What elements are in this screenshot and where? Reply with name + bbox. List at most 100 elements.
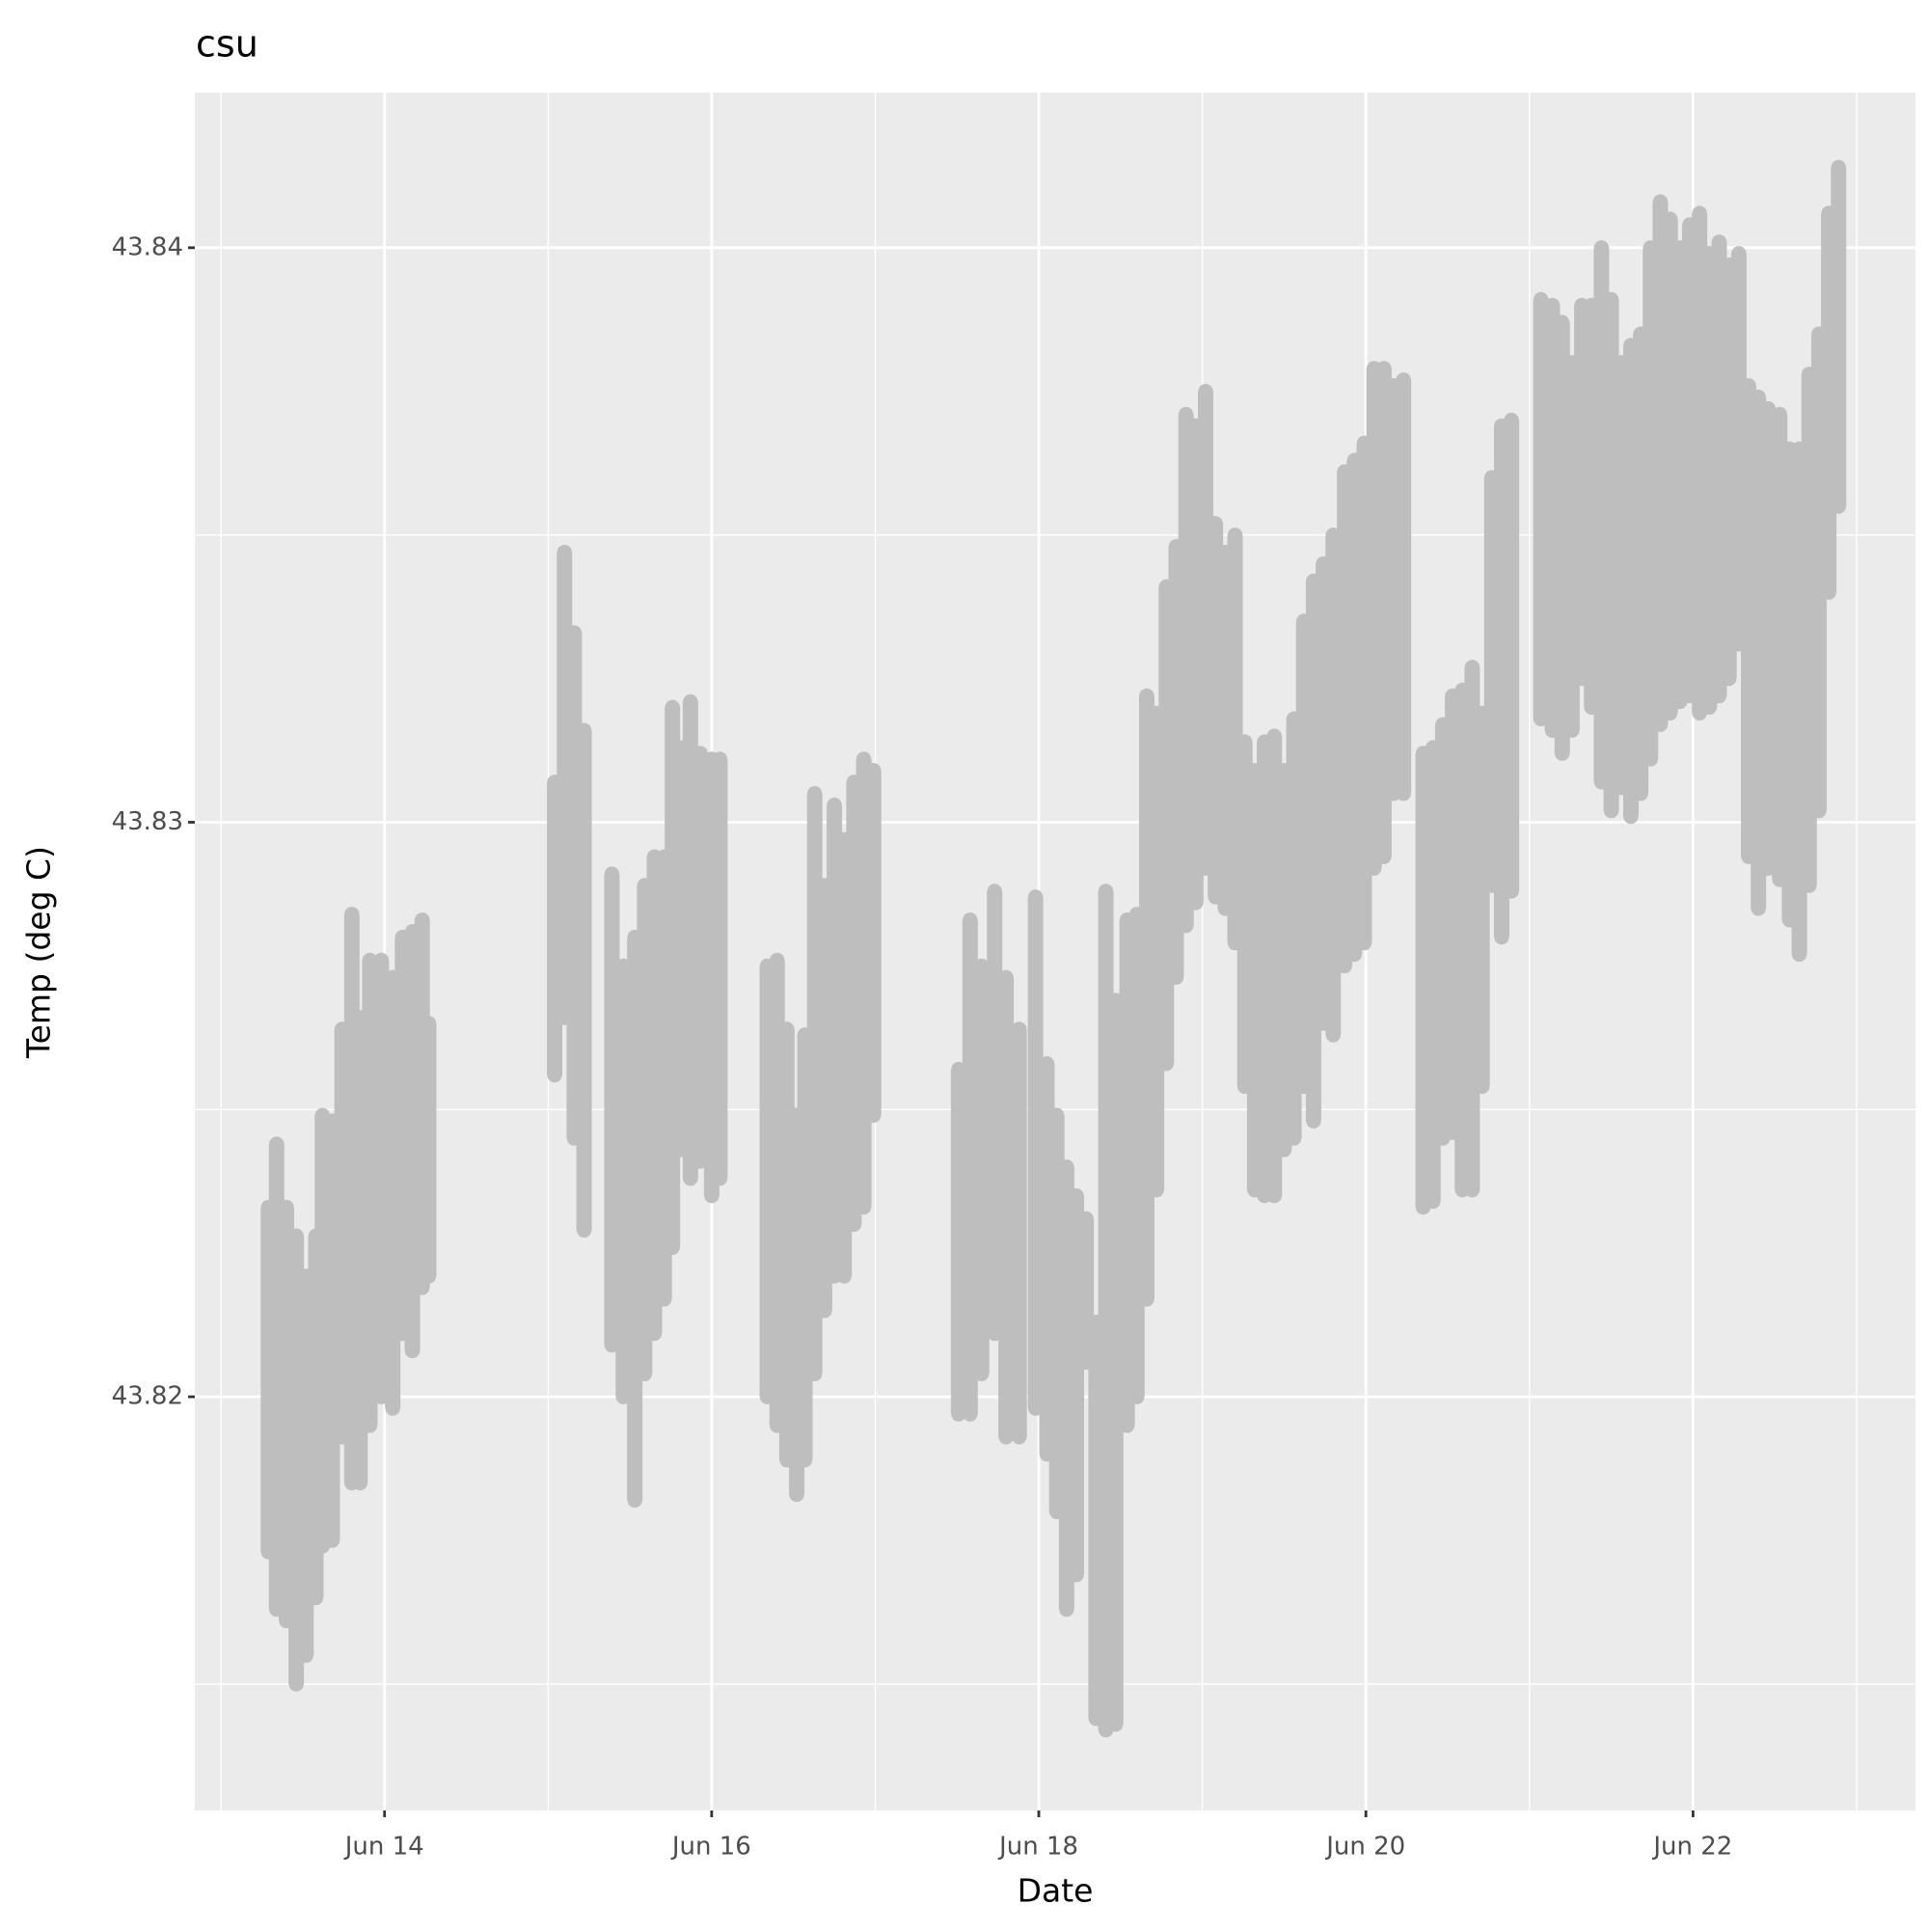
point: [770, 952, 785, 968]
point: [1346, 946, 1363, 963]
point: [1751, 901, 1766, 916]
point: [1168, 969, 1184, 986]
y-tick-label: 43.83: [112, 807, 183, 836]
point: [352, 1475, 367, 1491]
point: [308, 1590, 324, 1606]
point: [566, 625, 583, 640]
point: [987, 884, 1002, 899]
point: [1533, 711, 1549, 726]
point: [385, 1401, 400, 1416]
point: [344, 907, 360, 922]
point: [1069, 1567, 1084, 1583]
point: [362, 952, 378, 968]
point: [1741, 378, 1756, 394]
point: [415, 1280, 430, 1295]
point: [1027, 889, 1044, 905]
point: [1751, 389, 1766, 405]
point: [692, 746, 708, 761]
marks: [260, 159, 1847, 1738]
point: [1593, 240, 1610, 256]
point: [1376, 361, 1392, 376]
point: [683, 694, 698, 710]
point: [1011, 1429, 1027, 1445]
point: [1048, 1107, 1065, 1123]
point: [1337, 958, 1352, 974]
point: [1760, 400, 1777, 417]
point: [1158, 1055, 1175, 1072]
point: [1027, 1401, 1044, 1416]
point: [1802, 878, 1817, 893]
point: [1831, 159, 1846, 176]
point: [1208, 516, 1223, 531]
point: [637, 1366, 653, 1382]
point: [1178, 917, 1194, 934]
point: [1139, 1292, 1154, 1307]
point: [1603, 291, 1619, 308]
point: [1564, 722, 1580, 738]
point: [627, 1492, 642, 1509]
axes: 43.82 43.83 43.84 Jun 14 Jun 16 Jun 18 Jun 20 J…: [112, 232, 1733, 1861]
point: [1504, 412, 1519, 428]
point: [1701, 699, 1718, 716]
point: [288, 1228, 304, 1244]
point: [415, 912, 430, 928]
point: [1643, 751, 1658, 767]
point: [1633, 785, 1648, 802]
x-tick-label: Jun 18: [997, 1833, 1078, 1862]
point: [1464, 659, 1480, 675]
point: [987, 1325, 1002, 1342]
point: [298, 1647, 314, 1663]
point: [963, 912, 978, 928]
point: [846, 1216, 862, 1233]
point: [1623, 808, 1639, 825]
point: [288, 1676, 304, 1692]
point: [604, 866, 620, 882]
point: [665, 1239, 680, 1255]
point: [692, 1154, 708, 1169]
point: [1011, 1021, 1027, 1037]
point: [998, 1429, 1014, 1445]
point: [404, 1343, 421, 1359]
point: [362, 1418, 378, 1433]
point: [1396, 785, 1411, 802]
point: [973, 958, 990, 974]
point: [1119, 1418, 1135, 1433]
point: [421, 1268, 437, 1284]
point: [1376, 849, 1392, 864]
point: [973, 1366, 990, 1382]
point: [547, 1067, 562, 1083]
point: [665, 699, 680, 716]
point: [1306, 1113, 1321, 1129]
point: [1266, 728, 1282, 744]
point: [1286, 1130, 1302, 1146]
point: [807, 1366, 823, 1382]
point: [1760, 860, 1777, 876]
point: [1494, 929, 1509, 945]
point: [615, 1389, 632, 1404]
point: [1059, 1159, 1074, 1175]
x-tick-label: Jun 16: [670, 1833, 751, 1862]
point: [855, 1199, 872, 1215]
point: [576, 1222, 592, 1238]
point: [1237, 734, 1253, 749]
point: [1356, 935, 1372, 951]
point: [373, 952, 390, 968]
point: [1811, 803, 1827, 819]
point: [951, 1406, 966, 1422]
point: [269, 1136, 285, 1152]
point: [373, 1389, 390, 1404]
point: [1078, 1211, 1094, 1227]
x-tick-label: Jun 22: [1651, 1833, 1732, 1862]
point: [1662, 211, 1678, 227]
x-axis-title: Date: [1018, 1872, 1094, 1910]
point: [807, 785, 823, 802]
point: [1603, 803, 1619, 819]
point: [1276, 1142, 1292, 1157]
point: [1039, 1055, 1055, 1072]
point: [1474, 1078, 1490, 1095]
point: [1098, 884, 1114, 899]
point: [1533, 291, 1549, 308]
point: [1366, 860, 1382, 876]
point: [1711, 234, 1727, 250]
